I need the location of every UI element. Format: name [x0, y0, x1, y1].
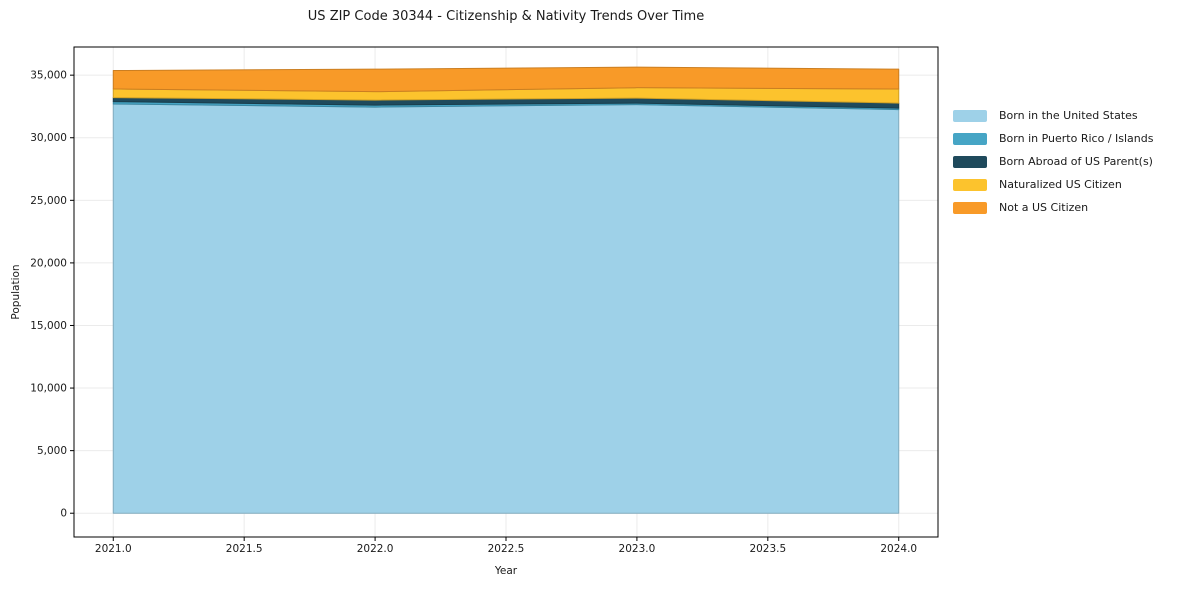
y-tick-label: 20,000: [30, 257, 67, 269]
legend-swatch: [953, 132, 987, 145]
y-tick-label: 5,000: [37, 445, 67, 457]
y-tick-label: 25,000: [30, 195, 67, 207]
legend: Born in the United States Born in Puerto …: [953, 104, 1153, 219]
y-tick-label: 0: [60, 508, 67, 520]
area-series: [112, 103, 900, 514]
legend-item: Born in Puerto Rico / Islands: [953, 127, 1153, 150]
legend-label: Born in Puerto Rico / Islands: [999, 132, 1154, 145]
legend-label: Not a US Citizen: [999, 201, 1089, 214]
x-tick-label: 2021.5: [226, 543, 263, 555]
y-tick-label: 10,000: [30, 383, 67, 395]
legend-item: Born Abroad of US Parent(s): [953, 150, 1153, 173]
area-series: [112, 66, 900, 93]
legend-swatch: [953, 201, 987, 214]
legend-swatch: [953, 178, 987, 191]
legend-swatch: [953, 109, 987, 122]
y-tick-label: 15,000: [30, 320, 67, 332]
legend-item: Born in the United States: [953, 104, 1153, 127]
x-tick-label: 2023.5: [749, 543, 786, 555]
y-tick-label: 30,000: [30, 132, 67, 144]
x-tick-label: 2024.0: [880, 543, 917, 555]
x-tick-label: 2022.0: [357, 543, 394, 555]
x-axis-label: Year: [494, 565, 518, 577]
x-tick-label: 2021.0: [95, 543, 132, 555]
legend-label: Born Abroad of US Parent(s): [999, 155, 1153, 168]
y-tick-label: 35,000: [30, 70, 67, 82]
x-tick-label: 2023.0: [619, 543, 656, 555]
chart-title: US ZIP Code 30344 - Citizenship & Nativi…: [307, 9, 705, 24]
x-tick-label: 2022.5: [488, 543, 525, 555]
legend-label: Naturalized US Citizen: [999, 178, 1122, 191]
legend-swatch: [953, 155, 987, 168]
legend-label: Born in the United States: [999, 109, 1138, 122]
y-axis-label: Population: [10, 264, 22, 320]
legend-item: Not a US Citizen: [953, 196, 1153, 219]
legend-item: Naturalized US Citizen: [953, 173, 1153, 196]
